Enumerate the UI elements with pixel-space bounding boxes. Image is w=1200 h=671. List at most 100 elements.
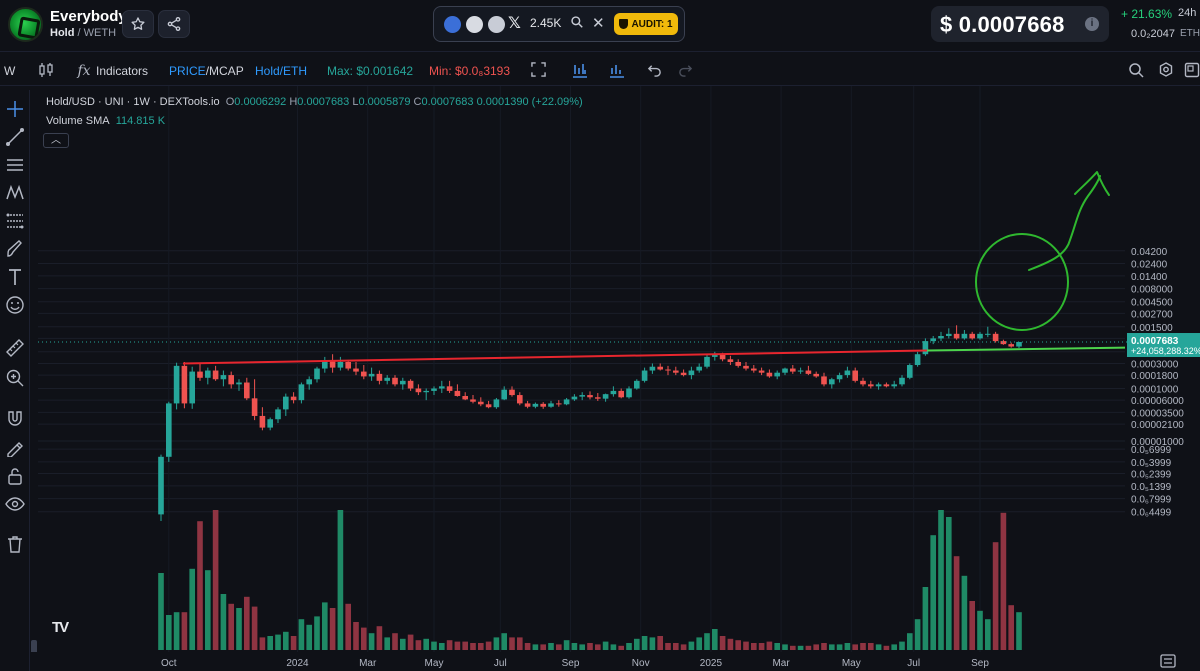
price-tick-label: 0.004500 [1131,298,1173,309]
candle-body [711,354,718,357]
horizontal-lines-icon[interactable] [5,155,25,175]
candle-body [259,415,266,428]
candle [532,402,539,409]
change-value: 0.0001390 (+22.09%) [476,96,583,108]
candle [204,367,211,385]
time-tick-label: Sep [562,658,580,669]
interval-selector[interactable]: W [4,64,16,78]
time-tick-label: Jul [907,658,920,669]
candle [454,384,461,397]
chart-settings-icon[interactable] [1160,654,1176,668]
candle [992,331,999,343]
eye-icon[interactable] [5,494,25,514]
pair-toggle[interactable]: Hold/ETH [255,64,308,78]
info-icon[interactable]: i [1085,17,1099,31]
volume-bar [782,644,788,650]
price-mcap-toggle[interactable]: PRICE/MCAP [169,64,244,78]
candle [501,386,508,401]
low-label: L [352,96,359,108]
candle-body [953,333,960,339]
text-tool-icon[interactable] [5,267,25,287]
search-icon[interactable] [570,15,584,29]
indicators-icon[interactable]: fx [77,63,91,79]
candle [477,397,484,407]
magnet-icon[interactable] [5,408,25,428]
fib-retracement-icon[interactable] [5,211,25,231]
last-price-change-label: +24,058,288.32% [1131,346,1200,356]
candle [181,361,188,409]
candle-body [571,396,578,400]
candle-body [805,370,812,374]
candle-body [766,372,773,377]
candle [805,365,812,376]
eth-unit: ETH [1180,28,1200,39]
pattern-tool-icon[interactable] [5,183,25,203]
share-button[interactable] [158,10,190,38]
trend-line-icon[interactable] [5,127,25,147]
favorite-star-button[interactable] [122,10,154,38]
candle-body [961,333,968,339]
candle [392,375,398,387]
volume-bars [158,510,1022,650]
token-pair: Hold / WETH [50,27,116,39]
emoji-icon[interactable] [5,295,25,315]
followers-count: 2.45K [530,16,562,30]
candle-body [641,370,648,381]
candle-body [275,409,281,420]
bar-chart-icon[interactable] [608,62,626,80]
candle-body [789,368,796,372]
fullscreen-icon[interactable] [529,62,547,80]
candle-body [431,388,437,391]
candle-body [665,369,671,371]
change-period: 24h [1178,7,1197,19]
lock-drawing-icon[interactable] [5,437,25,457]
volume-bar [548,643,554,650]
candle-body [688,370,695,376]
audit-badge[interactable]: AUDIT: 1 [614,13,678,35]
candle-body [321,361,328,369]
candle [1000,339,1007,345]
candle [813,371,820,378]
telegram-icon[interactable] [488,16,505,33]
close-icon[interactable]: ✕ [592,15,605,32]
volume-bar [969,601,976,650]
undo-icon[interactable] [645,62,663,80]
candle-type-icon[interactable] [37,62,55,80]
candle [750,365,757,373]
candle-body [750,368,757,371]
candle-body [618,390,625,398]
volume-bar [711,629,718,650]
layout-icon[interactable] [1183,62,1200,80]
trash-icon[interactable] [5,534,25,554]
redo-icon[interactable] [676,62,694,80]
volume-bar [626,643,632,650]
unlock-icon[interactable] [5,466,25,486]
volume-bar [891,644,898,650]
website-globe-icon[interactable] [466,16,483,33]
ruler-icon[interactable] [5,338,25,358]
candle-body [696,366,703,371]
volume-bar [454,641,461,650]
compare-chart-icon[interactable] [571,62,589,80]
volume-bar [680,644,687,650]
candle-body [743,365,749,369]
candle [828,377,835,389]
brush-icon[interactable] [5,239,25,259]
collapse-legend-button[interactable]: ︿ [43,133,69,148]
zoom-tool-icon[interactable] [1127,62,1145,80]
candle [610,386,617,397]
dextools-chart-icon[interactable] [444,16,461,33]
candle [875,382,882,390]
candle [306,376,313,390]
x-twitter-icon[interactable]: 𝕏 [508,15,521,32]
candle [563,397,570,406]
candle-body [314,368,320,380]
crosshair-icon[interactable] [5,99,25,119]
indicators-button[interactable]: Indicators [96,64,149,78]
zoom-in-icon[interactable] [5,368,25,388]
candle-body [189,371,196,404]
candle-body [782,368,788,373]
settings-gear-icon[interactable] [1157,62,1175,80]
candle [665,365,671,376]
